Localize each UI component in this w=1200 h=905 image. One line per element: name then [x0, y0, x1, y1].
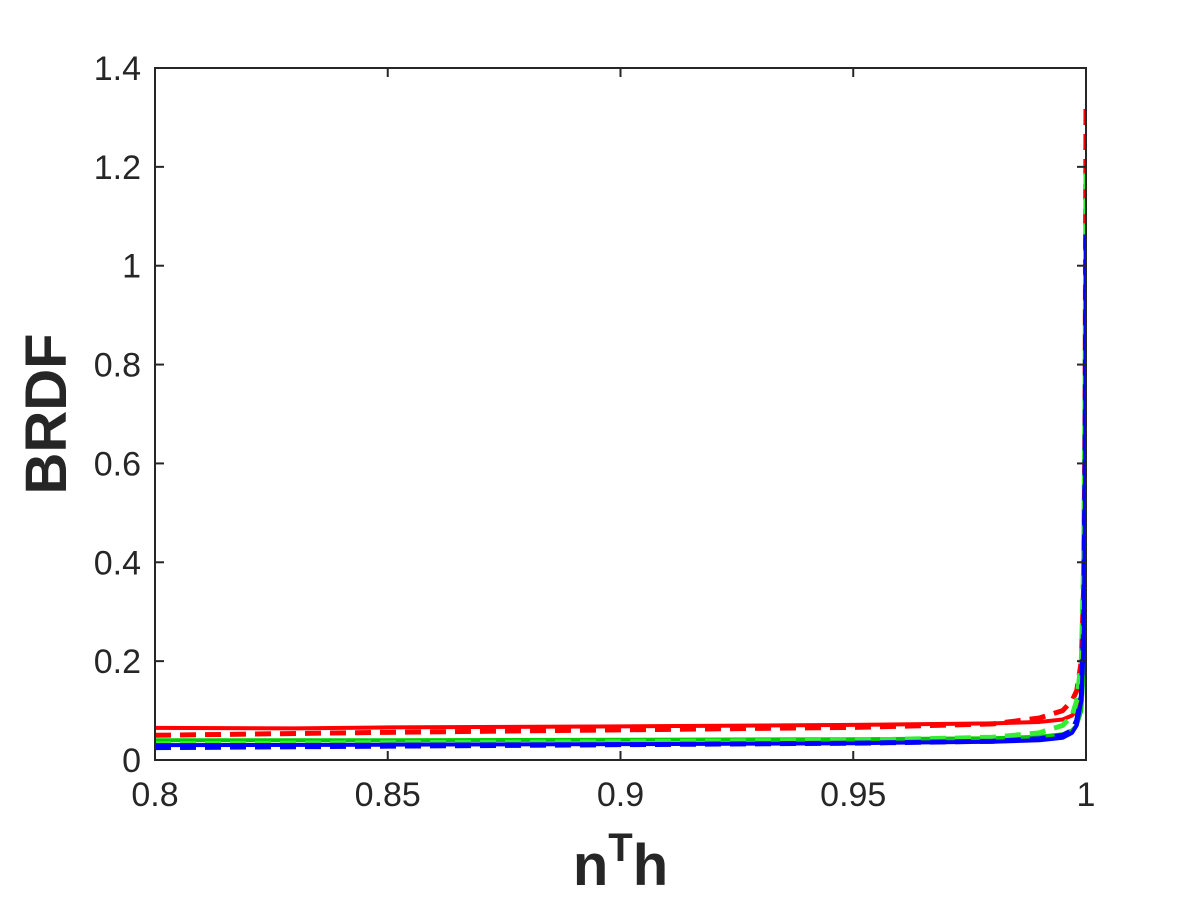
y-tick-label: 0.6 — [94, 445, 141, 483]
x-tick-label: 0.95 — [820, 776, 886, 814]
y-tick-label: 1.4 — [94, 50, 141, 88]
series-line-4 — [155, 166, 1086, 747]
y-tick-label: 0.8 — [94, 347, 141, 385]
x-tick-label: 1 — [1077, 776, 1096, 814]
ticks-layer: 0.8 0.85 0.9 0.95 1 0 0.2 0.4 0.6 0.8 1 1.2 1.4 — [94, 50, 1096, 814]
series-line-6 — [155, 226, 1086, 751]
plot-frame — [154, 67, 1087, 761]
x-tick-label: 0.85 — [355, 776, 421, 814]
series-layer — [155, 102, 1086, 751]
x-axis-label-base: n — [573, 833, 608, 898]
series-line-2 — [155, 102, 1086, 738]
series-line-3 — [155, 611, 1086, 743]
y-axis-label: BRDF — [14, 333, 79, 494]
y-tick-label: 1.2 — [94, 149, 141, 187]
y-tick-label: 0.4 — [94, 544, 141, 582]
y-tick-label: 1 — [122, 248, 141, 286]
series-line-5 — [155, 240, 1086, 748]
x-tick-label: 0.9 — [597, 776, 644, 814]
y-tick-label: 0.2 — [94, 643, 141, 681]
x-axis-label-superscript: T — [608, 826, 632, 870]
x-axis-label: nTh — [573, 826, 668, 898]
x-axis-label-suffix: h — [633, 833, 668, 898]
x-tick-label: 0.8 — [131, 776, 178, 814]
y-tick-label: 0 — [122, 742, 141, 780]
series-line-1 — [155, 601, 1086, 731]
